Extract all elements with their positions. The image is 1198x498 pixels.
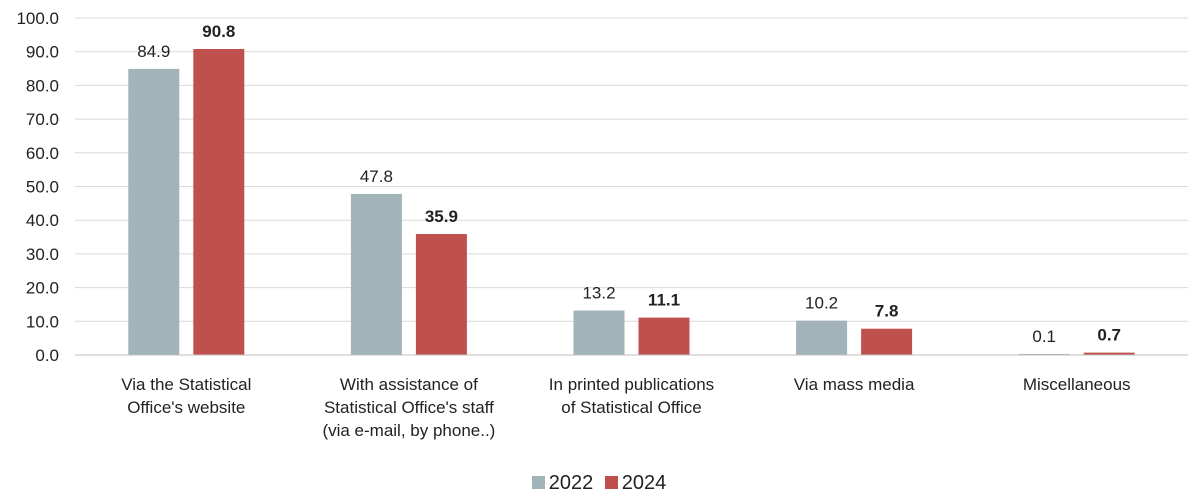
bar-2024 bbox=[1083, 352, 1135, 355]
category-label-line: Office's website bbox=[127, 398, 245, 417]
bar-2024 bbox=[638, 317, 690, 355]
legend-item-2022: 2022 bbox=[531, 472, 594, 494]
data-labels: 84.9 90.8 47.8 35.9 13.2 11.1 10.2 7.8 0.1 0.7 bbox=[137, 22, 1121, 346]
category-label-line: (via e-mail, by phone..) bbox=[322, 421, 495, 440]
y-tick-label: 100.0 bbox=[16, 9, 59, 28]
y-tick-label: 20.0 bbox=[26, 279, 59, 298]
data-label-2024: 90.8 bbox=[202, 22, 235, 41]
y-tick-label: 70.0 bbox=[26, 110, 59, 129]
y-axis: 0.0 10.0 20.0 30.0 40.0 50.0 60.0 70.0 80.0 90.0 1… bbox=[16, 9, 59, 365]
category-label: With assistance of Statistical Office's s… bbox=[322, 375, 495, 440]
bar-chart: 0.0 10.0 20.0 30.0 40.0 50.0 60.0 70.0 80.0 90.0 1… bbox=[16, 9, 1188, 440]
category-label-line: In printed publications bbox=[549, 375, 714, 394]
data-label-2022: 0.1 bbox=[1032, 327, 1056, 346]
category-label: Via mass media bbox=[794, 375, 915, 394]
category-label-line: Via mass media bbox=[794, 375, 915, 394]
legend-swatch-2022 bbox=[531, 476, 545, 489]
y-tick-label: 80.0 bbox=[26, 76, 59, 95]
data-label-2022: 47.8 bbox=[360, 167, 393, 186]
y-tick-label: 0.0 bbox=[35, 346, 59, 365]
category-label: Miscellaneous bbox=[1023, 375, 1131, 394]
bar-2024 bbox=[861, 328, 913, 355]
legend-label-2022: 2022 bbox=[548, 472, 594, 494]
bar-2022 bbox=[796, 320, 848, 355]
data-label-2024: 35.9 bbox=[425, 207, 458, 226]
data-label-2024: 7.8 bbox=[875, 302, 899, 321]
category-label-line: Via the Statistical bbox=[121, 375, 251, 394]
bar-2022 bbox=[128, 68, 180, 356]
category-label-line: Miscellaneous bbox=[1023, 375, 1131, 394]
y-tick-label: 90.0 bbox=[26, 43, 59, 62]
y-tick-label: 30.0 bbox=[26, 245, 59, 264]
category-label: In printed publications of Statistical Of… bbox=[549, 375, 714, 417]
bar-2022 bbox=[573, 310, 625, 355]
bars bbox=[128, 49, 1135, 356]
x-axis: Via the Statistical Office's website With … bbox=[75, 354, 1188, 440]
bar-2024 bbox=[193, 49, 245, 356]
data-label-2022: 10.2 bbox=[805, 294, 838, 313]
bar-2024 bbox=[415, 234, 467, 355]
legend: 2022 2024 bbox=[0, 472, 1198, 494]
y-tick-label: 40.0 bbox=[26, 211, 59, 230]
y-tick-label: 50.0 bbox=[26, 178, 59, 197]
data-label-2024: 0.7 bbox=[1097, 326, 1121, 345]
category-label-line: With assistance of bbox=[340, 375, 478, 394]
legend-swatch-2024 bbox=[604, 476, 618, 489]
category-label-line: of Statistical Office bbox=[561, 398, 701, 417]
legend-item-2024: 2024 bbox=[604, 472, 667, 494]
data-label-2024: 11.1 bbox=[648, 291, 680, 310]
category-label: Via the Statistical Office's website bbox=[121, 375, 251, 417]
gridlines bbox=[75, 17, 1188, 322]
y-tick-label: 60.0 bbox=[26, 144, 59, 163]
bar-2022 bbox=[350, 193, 402, 355]
category-label-line: Statistical Office's staff bbox=[324, 398, 494, 417]
y-tick-label: 10.0 bbox=[26, 312, 59, 331]
data-label-2022: 84.9 bbox=[137, 42, 170, 61]
legend-label-2024: 2024 bbox=[621, 472, 667, 494]
data-label-2022: 13.2 bbox=[582, 284, 615, 303]
